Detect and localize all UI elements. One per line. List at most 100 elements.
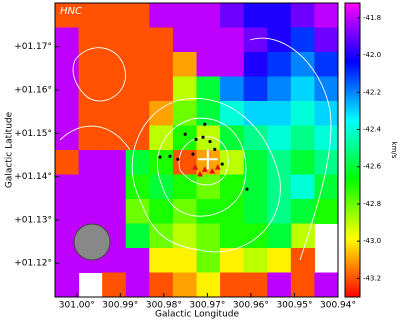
colorbar-tick-label: -42.8 [363, 200, 381, 208]
cell [55, 248, 80, 273]
cell [267, 199, 292, 224]
x-tick-label: 300.98° [146, 301, 182, 311]
cell [149, 76, 174, 102]
cell [55, 174, 80, 200]
cell [220, 52, 245, 77]
colorbar-tick-label: -41.8 [363, 14, 381, 22]
x-tick-label: 300.99° [102, 301, 138, 311]
cell [196, 174, 221, 200]
y-tick-label: +01.17° [14, 42, 52, 52]
cell [220, 223, 245, 249]
y-tick-label: +01.12° [14, 259, 52, 269]
cell [78, 52, 103, 77]
cell [290, 76, 315, 102]
colorbar-tick-label: -42.6 [363, 163, 382, 171]
cell [267, 248, 292, 273]
cell [243, 174, 268, 200]
point [158, 155, 162, 159]
cell [267, 223, 292, 249]
triangle [192, 164, 199, 170]
cell [220, 272, 245, 297]
cell [267, 272, 292, 297]
cell [196, 125, 221, 151]
cell [290, 3, 315, 28]
x-tick-label: 300.97° [189, 301, 225, 311]
cell [220, 125, 245, 151]
point [201, 135, 205, 139]
markers [158, 122, 249, 191]
cell [267, 101, 292, 126]
cell [172, 174, 197, 200]
cell [243, 248, 268, 273]
cell [125, 101, 150, 126]
cell [172, 3, 197, 28]
cell [243, 101, 268, 126]
cell [172, 76, 197, 102]
cell [243, 76, 268, 102]
point [176, 157, 180, 161]
cell [125, 223, 150, 249]
point [168, 154, 172, 158]
cell [55, 101, 80, 126]
cell [243, 223, 268, 249]
cell [172, 101, 197, 126]
cell [243, 272, 268, 297]
point [213, 147, 217, 151]
colorbar-tick-label: -42.2 [363, 88, 381, 96]
cell [55, 272, 80, 297]
cell [125, 248, 150, 273]
cell [102, 125, 127, 151]
cell [220, 199, 245, 224]
cell [172, 125, 197, 151]
cell [172, 27, 197, 53]
cell [125, 199, 150, 224]
cell [78, 174, 103, 200]
point [183, 132, 187, 136]
cell [102, 101, 127, 126]
cell [314, 272, 338, 297]
cell [220, 3, 245, 28]
cell [149, 150, 174, 175]
cell [172, 199, 197, 224]
cell [172, 248, 197, 273]
cell [102, 150, 127, 175]
cell [243, 199, 268, 224]
cell [196, 223, 221, 249]
triangle [209, 168, 216, 174]
cross [197, 149, 218, 170]
colorbar-tick-label: -43.0 [363, 237, 381, 245]
cell [172, 223, 197, 249]
cell [78, 125, 103, 151]
cell [55, 150, 80, 175]
cell [267, 3, 292, 28]
contours [59, 37, 332, 261]
cell [267, 27, 292, 53]
point [245, 187, 249, 191]
cell [267, 150, 292, 175]
cell [125, 27, 150, 53]
cell [220, 150, 245, 175]
colorbar-tick-label: -42.0 [363, 51, 381, 59]
point [208, 139, 212, 144]
x-axis-title: Galactic Longitude [155, 310, 240, 320]
cell [149, 101, 174, 126]
cell [290, 52, 315, 77]
cell [314, 174, 338, 200]
cell [78, 27, 103, 53]
triangle [196, 171, 203, 177]
x-tick-label: 301.00° [59, 301, 95, 311]
cell [314, 150, 338, 175]
cell [314, 125, 338, 151]
cell [149, 125, 174, 151]
cell [314, 101, 338, 126]
x-tick-label: 300.96° [233, 301, 269, 311]
cell [314, 52, 338, 77]
y-tick-label: +01.13° [14, 215, 52, 225]
cell [243, 125, 268, 151]
colorbar-title: km/s [390, 142, 398, 159]
cell [290, 27, 315, 53]
beam [73, 223, 111, 261]
cell [196, 101, 221, 126]
heatmap [55, 3, 338, 297]
cell [290, 174, 315, 200]
